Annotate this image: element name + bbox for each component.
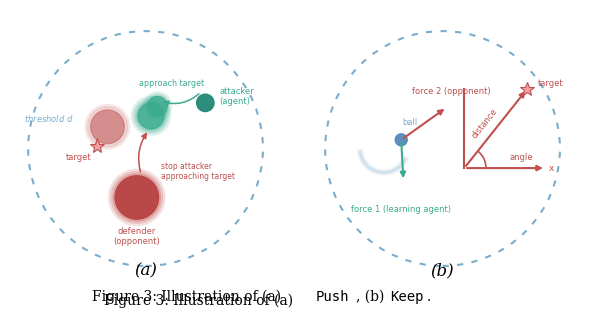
- Text: attacker
(agent): attacker (agent): [219, 87, 254, 106]
- Text: Figure 3: Illustration of (a): Figure 3: Illustration of (a): [103, 294, 297, 308]
- Circle shape: [110, 171, 163, 223]
- Text: force 1 (learning agent): force 1 (learning agent): [351, 205, 451, 214]
- Text: ball: ball: [402, 118, 418, 127]
- Text: (b): (b): [431, 262, 454, 279]
- Circle shape: [113, 173, 161, 221]
- Circle shape: [136, 101, 166, 131]
- Circle shape: [85, 105, 129, 149]
- Circle shape: [87, 107, 128, 147]
- Text: Figure 3: Illustration of (a): Figure 3: Illustration of (a): [92, 289, 286, 304]
- Circle shape: [395, 134, 407, 146]
- Text: angle: angle: [510, 153, 533, 162]
- Circle shape: [138, 103, 164, 129]
- Text: distance: distance: [470, 106, 500, 140]
- Circle shape: [91, 110, 124, 144]
- Circle shape: [143, 92, 172, 120]
- Circle shape: [109, 169, 165, 226]
- Text: force 2 (opponent): force 2 (opponent): [412, 87, 491, 96]
- Text: , (b): , (b): [356, 290, 389, 304]
- Circle shape: [134, 99, 168, 133]
- Text: stop attacker
approaching target: stop attacker approaching target: [161, 161, 235, 181]
- Text: Push: Push: [316, 290, 349, 304]
- Text: Keep: Keep: [390, 290, 424, 304]
- Circle shape: [131, 96, 170, 136]
- Circle shape: [146, 94, 169, 118]
- Circle shape: [115, 176, 159, 219]
- Text: target: target: [538, 79, 564, 88]
- Text: (a): (a): [134, 262, 157, 279]
- Circle shape: [197, 94, 214, 112]
- Text: x: x: [549, 164, 554, 173]
- Text: defender
(opponent): defender (opponent): [113, 227, 160, 246]
- Text: approach target: approach target: [139, 79, 204, 88]
- Text: threshold $d$: threshold $d$: [24, 112, 74, 124]
- Circle shape: [148, 96, 168, 116]
- Text: target: target: [65, 153, 91, 162]
- Text: .: .: [426, 290, 431, 304]
